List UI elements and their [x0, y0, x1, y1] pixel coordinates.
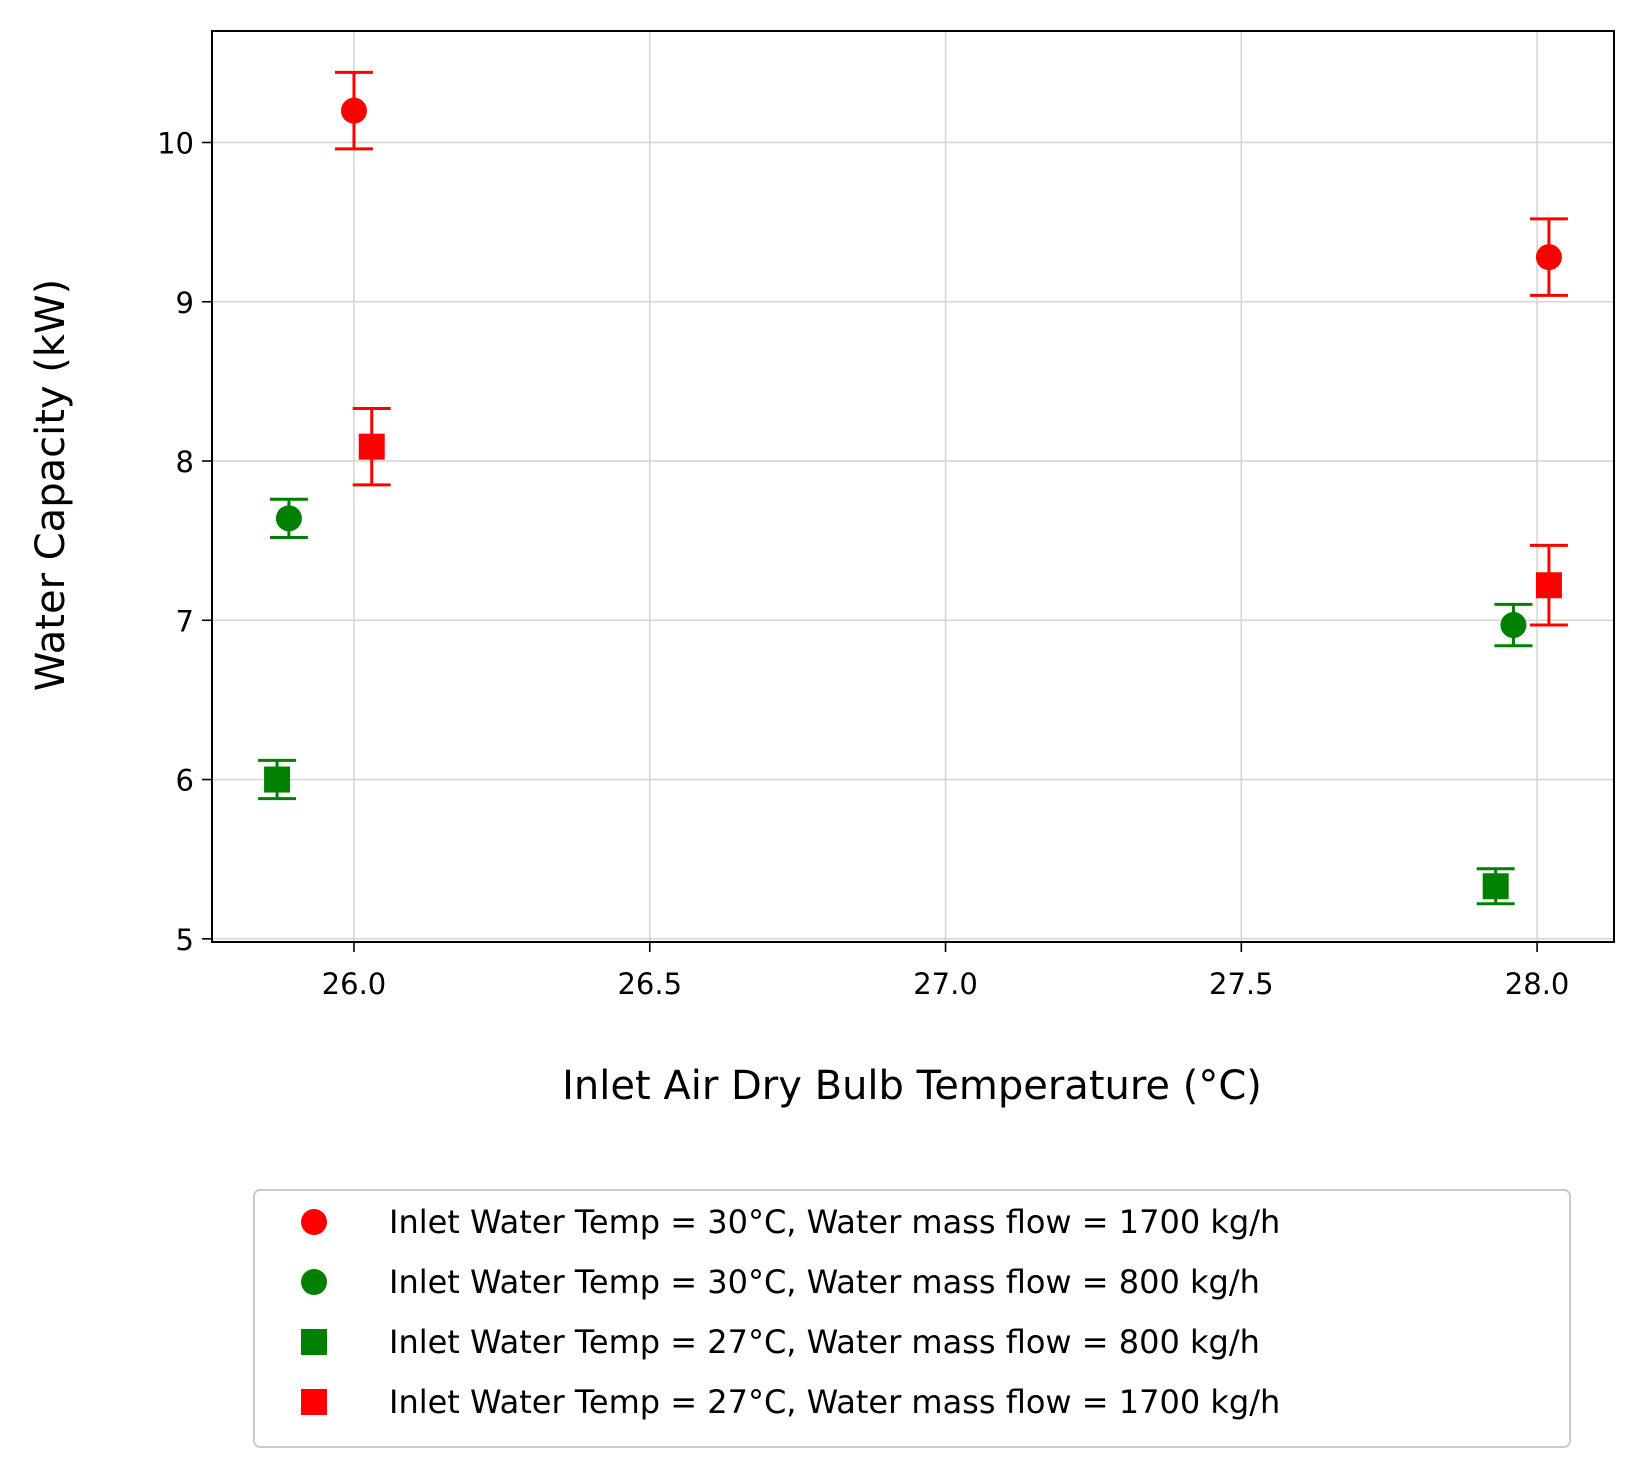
legend-entry: Inlet Water Temp = 30°C, Water mass flow… [301, 1263, 1260, 1301]
legend-label: Inlet Water Temp = 30°C, Water mass flow… [389, 1203, 1280, 1241]
circle-marker [340, 97, 367, 124]
y-tick-label: 6 [176, 764, 194, 798]
y-tick-label: 7 [176, 604, 194, 638]
data-point [334, 70, 373, 151]
x-tick-label: 26.0 [322, 967, 387, 1001]
data-point [258, 758, 297, 801]
data-point [1494, 602, 1533, 648]
x-axis-label: Inlet Air Dry Bulb Temperature (°C) [562, 1063, 1262, 1109]
square-marker [1535, 572, 1562, 599]
square-marker [264, 766, 291, 793]
x-tick-label: 27.0 [913, 967, 978, 1001]
legend-circle-marker [301, 1269, 327, 1295]
square-marker [1482, 873, 1509, 900]
data-point [1529, 543, 1568, 627]
axis-ticks: 26.0 26.5 27.0 27.5 28.0 5 6 7 8 9 10 [157, 126, 1569, 1001]
legend-entry: Inlet Water Temp = 30°C, Water mass flow… [301, 1203, 1280, 1241]
x-tick-label: 26.5 [617, 967, 682, 1001]
legend-square-marker [301, 1329, 327, 1355]
data-point [352, 406, 391, 487]
legend-circle-marker [301, 1209, 327, 1235]
y-tick-label: 9 [176, 286, 194, 320]
legend: Inlet Water Temp = 30°C, Water mass flow… [253, 1189, 1571, 1448]
y-axis-label: Water Capacity (kW) [28, 279, 74, 691]
grid [212, 31, 1614, 942]
data-point [1529, 217, 1568, 297]
legend-entry: Inlet Water Temp = 27°C, Water mass flow… [301, 1323, 1260, 1361]
circle-marker [1500, 612, 1527, 639]
data-points [258, 70, 1568, 906]
circle-marker [275, 505, 302, 532]
legend-square-marker [301, 1389, 327, 1415]
legend-box [253, 1189, 1571, 1448]
circle-marker [1535, 244, 1562, 271]
y-tick-label: 10 [157, 126, 194, 160]
legend-label: Inlet Water Temp = 30°C, Water mass flow… [389, 1263, 1260, 1301]
square-marker [358, 433, 385, 460]
data-point [1476, 867, 1515, 906]
legend-label: Inlet Water Temp = 27°C, Water mass flow… [389, 1383, 1280, 1421]
plot-area-frame [211, 30, 1615, 943]
legend-label: Inlet Water Temp = 27°C, Water mass flow… [389, 1323, 1260, 1361]
x-tick-label: 28.0 [1505, 967, 1570, 1001]
legend-entry: Inlet Water Temp = 27°C, Water mass flow… [301, 1383, 1280, 1421]
data-point [269, 497, 308, 539]
x-tick-label: 27.5 [1209, 967, 1274, 1001]
y-tick-label: 8 [176, 445, 194, 479]
y-tick-label: 5 [176, 923, 194, 957]
